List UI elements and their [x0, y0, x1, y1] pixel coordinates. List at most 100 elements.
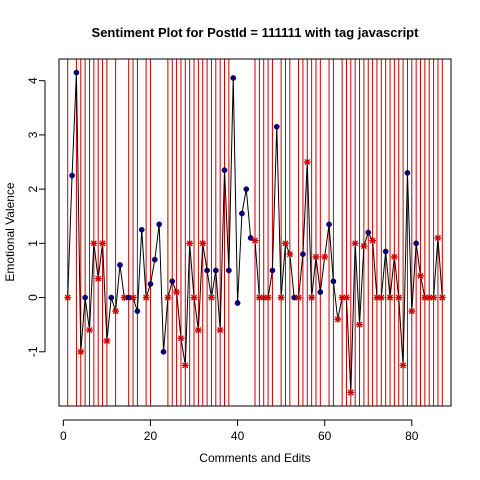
comment-point	[243, 186, 250, 192]
comment-point	[247, 235, 254, 241]
comment-point	[269, 267, 276, 274]
edit-point	[390, 253, 398, 261]
edit-point	[312, 253, 320, 261]
edit-point	[295, 294, 302, 301]
edit-point	[216, 326, 224, 334]
comment-point	[221, 167, 228, 173]
y-axis: -1 0 1 2 3 4	[26, 77, 46, 357]
comment-point	[365, 229, 372, 236]
x-tick-label: 20	[144, 429, 158, 443]
y-tick-label: 0	[26, 294, 40, 301]
comment-point	[138, 226, 145, 233]
comment-point	[326, 221, 332, 228]
comment-point	[212, 267, 219, 274]
edit-point	[64, 294, 72, 301]
comment-point	[204, 267, 210, 274]
comment-point	[160, 348, 167, 355]
edit-point	[199, 239, 207, 247]
comment-point	[134, 308, 141, 314]
edit-point	[282, 239, 289, 247]
edit-point	[173, 288, 180, 296]
comment-point	[156, 221, 163, 228]
edit-point	[417, 272, 424, 280]
comment-point	[151, 256, 158, 263]
edit-point	[334, 315, 342, 323]
comment-point	[147, 281, 154, 287]
edit-point	[434, 234, 442, 242]
comment-point	[169, 278, 176, 285]
edit-point	[99, 239, 106, 247]
comment-point	[300, 251, 306, 258]
edit-point	[90, 239, 98, 247]
edit-point	[286, 250, 294, 258]
comment-point	[239, 210, 245, 217]
edit-point	[194, 326, 202, 334]
edit-point	[181, 361, 189, 369]
comment-point	[73, 69, 80, 76]
comment-point	[273, 123, 280, 130]
edit-point	[277, 294, 285, 301]
comment-point	[404, 170, 411, 176]
data-points	[64, 69, 446, 396]
edit-point	[251, 237, 259, 245]
edit-point	[347, 389, 355, 396]
edit-point	[408, 307, 416, 315]
edit-point	[129, 294, 137, 301]
edit-point	[351, 239, 359, 247]
edit-point	[142, 294, 150, 301]
edit-point	[112, 307, 120, 315]
comment-point	[69, 172, 75, 179]
x-tick-label: 60	[318, 429, 332, 443]
edit-point	[190, 294, 198, 301]
edit-point	[77, 348, 85, 356]
y-tick-label: 4	[26, 77, 40, 84]
comment-point	[230, 75, 237, 81]
edit-point	[164, 294, 172, 301]
edit-point	[94, 275, 102, 282]
edit-point	[377, 294, 385, 301]
x-tick-label: 0	[60, 429, 67, 443]
edit-point	[438, 294, 446, 301]
edit-point	[208, 294, 215, 301]
plot-frame	[58, 58, 452, 407]
edit-point	[86, 326, 93, 334]
comment-point	[117, 262, 123, 268]
comment-point	[317, 289, 324, 295]
x-axis: 0 20 40 60 80	[60, 419, 419, 443]
x-axis-label: Comments and Edits	[199, 451, 310, 465]
comment-point	[108, 294, 115, 301]
y-tick-label: 3	[26, 131, 40, 138]
comment-point	[382, 248, 389, 255]
edit-point	[103, 337, 111, 345]
edit-point	[308, 294, 316, 301]
comment-point	[234, 300, 241, 306]
edit-point	[395, 294, 403, 301]
y-tick-label: 1	[26, 240, 40, 247]
edit-point	[343, 294, 350, 301]
comment-point	[82, 294, 88, 301]
y-tick-label: -1	[26, 346, 40, 357]
edit-point	[356, 321, 363, 329]
edit-point	[386, 294, 394, 301]
y-tick-label: 2	[26, 185, 40, 192]
edit-point	[421, 294, 429, 301]
edit-point	[186, 239, 194, 247]
edit-point	[264, 294, 272, 301]
comment-point	[226, 267, 232, 274]
y-axis-label: Emotional Valence	[3, 182, 17, 281]
edit-vlines	[67, 59, 443, 406]
edit-point	[321, 253, 329, 261]
comment-point	[413, 240, 420, 247]
edit-point	[369, 237, 376, 245]
edit-point	[430, 294, 437, 301]
edit-point	[360, 242, 368, 250]
x-tick-label: 40	[231, 429, 245, 443]
comment-point	[330, 278, 337, 285]
edit-point	[303, 158, 311, 166]
x-tick-label: 80	[405, 429, 419, 443]
edit-point	[399, 361, 407, 369]
edit-point	[177, 334, 185, 342]
chart-title: Sentiment Plot for PostId = 111111 with …	[92, 25, 420, 40]
